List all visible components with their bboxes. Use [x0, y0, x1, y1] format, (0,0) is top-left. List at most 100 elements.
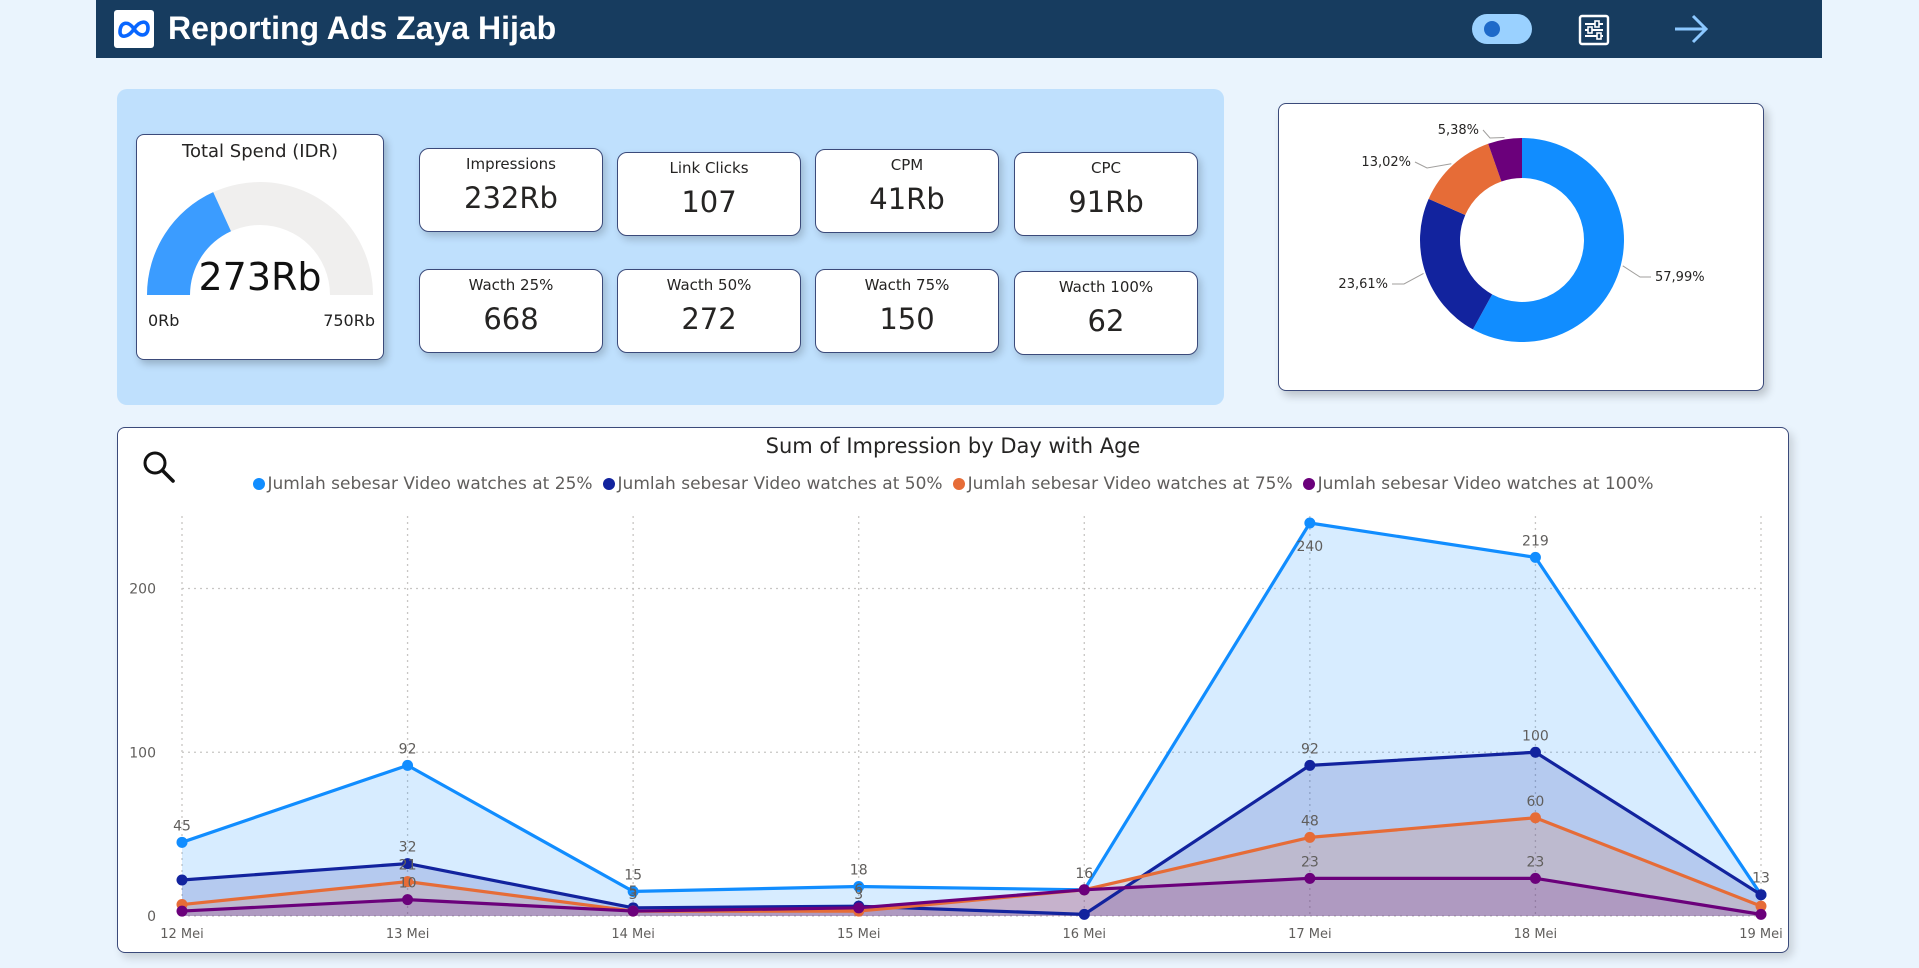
data-label: 48: [1301, 813, 1319, 829]
meta-logo-icon: [114, 10, 154, 48]
gauge-min-label: 0Rb: [148, 311, 180, 330]
series-line[interactable]: [181, 521, 1763, 896]
toggle-knob: [1484, 21, 1500, 37]
arrow-right-icon[interactable]: [1672, 12, 1710, 46]
total-spend-gauge[interactable]: Total Spend (IDR) 273Rb 0Rb 750Rb: [136, 134, 384, 360]
data-label: 18: [850, 863, 868, 879]
donut-slice[interactable]: [1472, 138, 1624, 342]
kpi-card-cpc[interactable]: CPC 91Rb: [1014, 152, 1198, 236]
series-line[interactable]: [181, 816, 1762, 913]
kpi-label: Wacth 50%: [666, 276, 752, 294]
data-point[interactable]: [1755, 889, 1767, 901]
kpi-label: Link Clicks: [669, 159, 749, 177]
chart-legend: Jumlah sebesar Video watches at 25% Juml…: [118, 474, 1788, 494]
data-point[interactable]: [402, 876, 414, 888]
theme-toggle[interactable]: [1472, 14, 1532, 44]
data-point[interactable]: [1078, 908, 1090, 920]
gauge-title: Total Spend (IDR): [182, 141, 338, 162]
data-point[interactable]: [402, 759, 414, 771]
donut-chart: 57,99% 23,61% 13,02% 5,38%: [1338, 123, 1705, 342]
data-label: 60: [1527, 794, 1545, 810]
kpi-card-impressions[interactable]: Impressions 232Rb: [419, 148, 603, 232]
legend-label: Jumlah sebesar Video watches at 100%: [1317, 474, 1654, 494]
series-line[interactable]: [181, 876, 1762, 916]
series-area: [182, 752, 1761, 916]
kpi-card-watch-50[interactable]: Wacth 50% 272: [617, 269, 801, 353]
donut-leader-line: [1414, 161, 1452, 169]
legend-label: Jumlah sebesar Video watches at 25%: [267, 474, 593, 494]
data-label: 100: [1522, 728, 1549, 744]
data-label: 5: [629, 884, 638, 900]
kpi-card-watch-100[interactable]: Wacth 100% 62: [1014, 271, 1198, 355]
data-point[interactable]: [1529, 551, 1541, 563]
legend-item[interactable]: Jumlah sebesar Video watches at 75%: [952, 474, 1293, 494]
data-label: 23: [1301, 854, 1319, 870]
kpi-value: 150: [879, 302, 935, 336]
gauge-fill: [147, 192, 231, 295]
data-label: 6: [854, 882, 863, 898]
data-label: 15: [624, 867, 642, 883]
data-label: 21: [399, 858, 417, 874]
donut-slice[interactable]: [1488, 138, 1522, 182]
data-point[interactable]: [627, 885, 639, 897]
chart-title: Sum of Impression by Day with Age: [765, 434, 1141, 458]
kpi-label: Impressions: [466, 155, 556, 173]
data-point[interactable]: [176, 836, 188, 848]
legend-dot: [252, 478, 265, 490]
kpi-label: CPM: [890, 156, 924, 174]
data-point[interactable]: [1529, 746, 1541, 758]
donut-slice[interactable]: [1420, 198, 1493, 330]
kpi-card-cpm[interactable]: CPM 41Rb: [815, 149, 999, 233]
data-point[interactable]: [1529, 812, 1541, 824]
legend-item[interactable]: Jumlah sebesar Video watches at 25%: [252, 474, 593, 494]
gauge-max-label: 750Rb: [323, 311, 375, 330]
data-point[interactable]: [402, 858, 414, 870]
legend-label: Jumlah sebesar Video watches at 50%: [617, 474, 943, 494]
legend-dot: [1302, 478, 1315, 490]
kpi-value: 232Rb: [464, 181, 558, 215]
gauge-arc: [147, 182, 373, 295]
data-point[interactable]: [853, 881, 865, 893]
legend-item[interactable]: Jumlah sebesar Video watches at 100%: [1302, 474, 1654, 494]
donut-chart-card[interactable]: 57,99% 23,61% 13,02% 5,38%: [1278, 103, 1764, 391]
data-point[interactable]: [627, 905, 639, 917]
data-label: 16: [1075, 866, 1093, 882]
kpi-card-watch-25[interactable]: Wacth 25% 668: [419, 269, 603, 353]
y-tick-label: 100: [129, 745, 156, 761]
legend-item[interactable]: Jumlah sebesar Video watches at 50%: [602, 474, 943, 494]
data-point[interactable]: [1755, 900, 1767, 912]
x-tick-label: 16 Mei: [1063, 927, 1107, 942]
data-point[interactable]: [1304, 872, 1316, 884]
data-point[interactable]: [853, 902, 865, 914]
data-point[interactable]: [1529, 872, 1541, 884]
data-label: 23: [1527, 854, 1545, 870]
data-point[interactable]: [1755, 908, 1767, 920]
sliders-icon[interactable]: [1578, 14, 1610, 46]
kpi-label: Wacth 100%: [1058, 278, 1154, 296]
data-point[interactable]: [1078, 884, 1090, 896]
kpi-card-link-clicks[interactable]: Link Clicks 107: [617, 152, 801, 236]
data-point[interactable]: [1304, 517, 1316, 529]
data-label: 45: [173, 818, 191, 834]
data-point[interactable]: [1304, 831, 1316, 843]
data-label: 10: [399, 876, 417, 892]
donut-slice[interactable]: [1428, 143, 1502, 216]
data-label: 240: [1296, 539, 1323, 555]
kpi-card-watch-75[interactable]: Wacth 75% 150: [815, 269, 999, 353]
data-point[interactable]: [402, 894, 414, 906]
legend-dot: [952, 478, 965, 490]
series-line[interactable]: [181, 750, 1762, 916]
data-point[interactable]: [176, 874, 188, 886]
donut-leader-line: [1392, 272, 1424, 285]
donut-leader-line: [1482, 129, 1505, 139]
donut-label: 5,38%: [1438, 123, 1479, 138]
kpi-value: 91Rb: [1068, 185, 1144, 219]
donut-label: 23,61%: [1338, 277, 1388, 292]
legend-dot: [602, 478, 615, 490]
search-icon[interactable]: [142, 450, 176, 484]
data-label: 92: [1301, 741, 1319, 757]
data-point[interactable]: [1304, 759, 1316, 771]
line-chart-card[interactable]: 0 100 200 12 Mei 13 Mei 14 Mei 15 Mei 16 Mei 17 …: [117, 427, 1789, 953]
data-point[interactable]: [176, 905, 188, 917]
page-title: Reporting Ads Zaya Hijab: [168, 10, 557, 46]
